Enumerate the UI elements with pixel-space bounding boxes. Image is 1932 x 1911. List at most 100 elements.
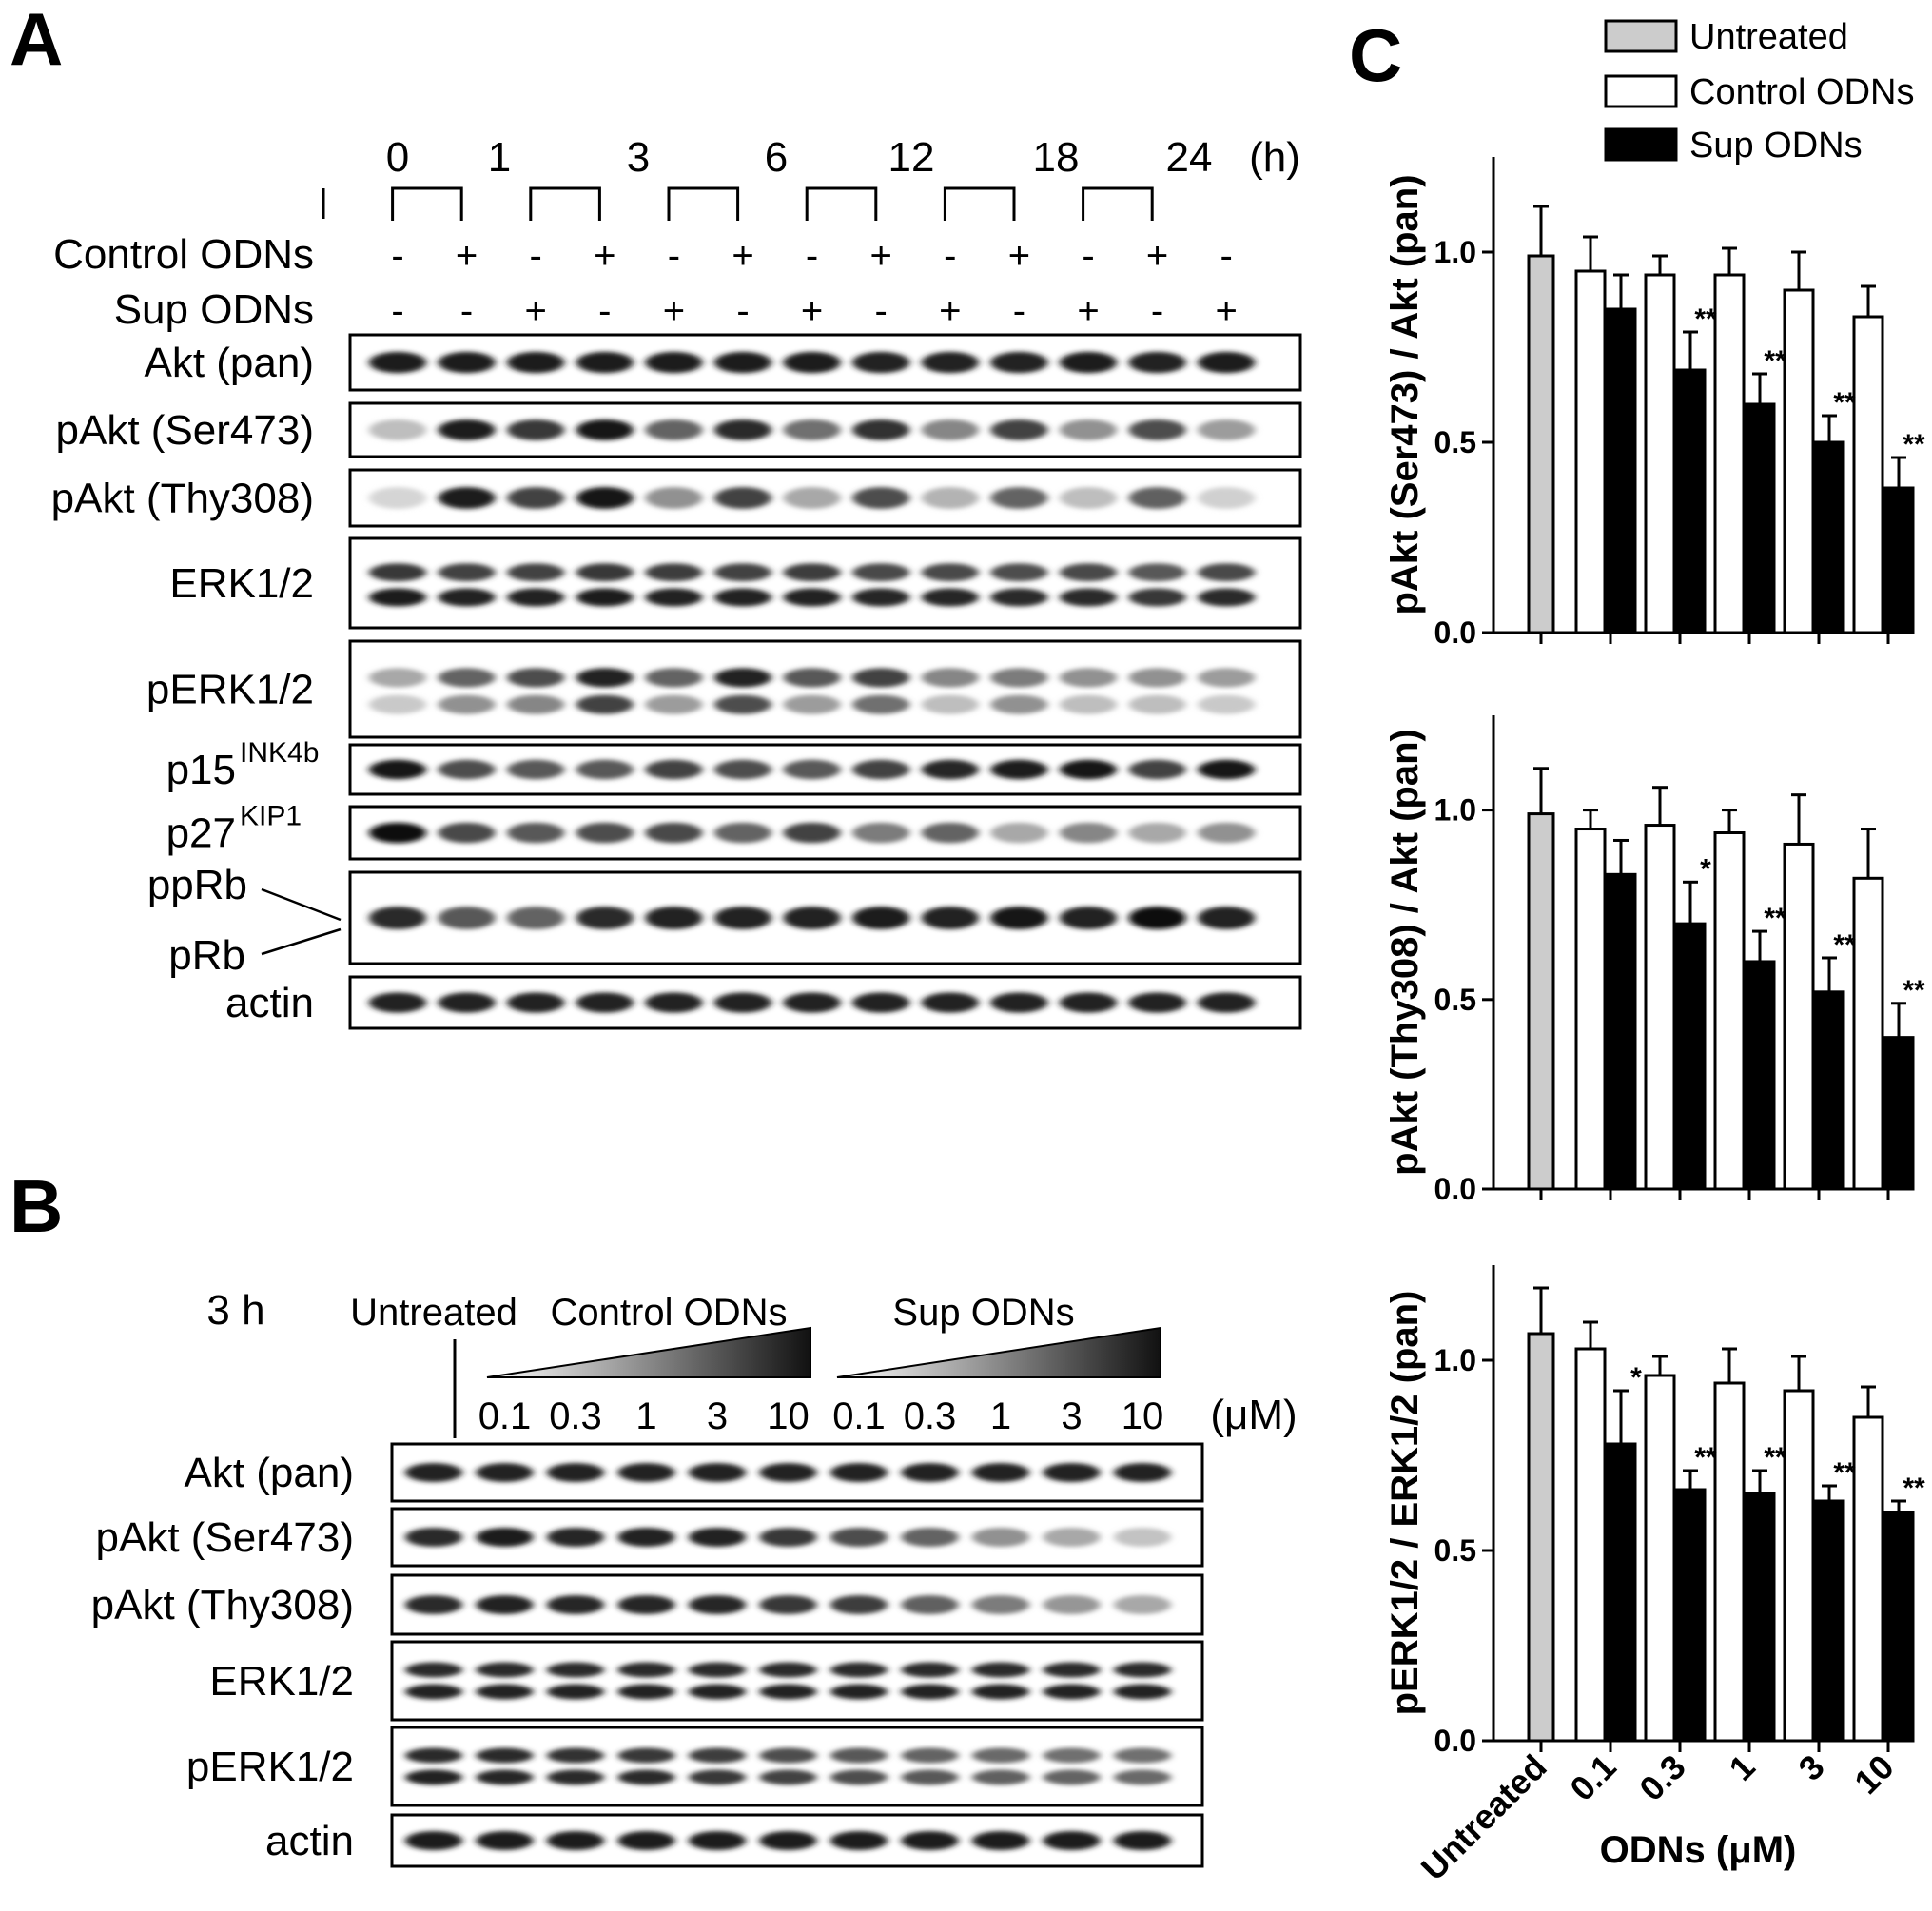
blot-band [990, 419, 1048, 440]
blot-band [972, 1684, 1029, 1700]
blot-band [990, 588, 1048, 607]
blot-band [476, 1528, 534, 1547]
blot-band [405, 1684, 462, 1700]
blot-band [476, 1684, 534, 1700]
blot-band [1043, 1747, 1101, 1764]
blot-band [783, 351, 841, 374]
treatment-sign: + [732, 235, 753, 277]
x-tick-label: 1 [1722, 1747, 1763, 1788]
blot-band [645, 588, 703, 607]
blot-band [405, 1528, 462, 1547]
blot-band [1128, 992, 1186, 1013]
blot-band [576, 563, 634, 582]
blot-band [438, 694, 496, 714]
blot-band [901, 1595, 959, 1614]
bar [1852, 315, 1884, 634]
blot-band [507, 822, 565, 844]
bar [1744, 960, 1776, 1191]
concentration-label: 3 [707, 1395, 728, 1437]
blot-band [921, 759, 979, 780]
blot-band [476, 1747, 534, 1764]
blot-frame [348, 639, 1302, 739]
legend-swatch [1604, 127, 1678, 162]
bar [1605, 307, 1637, 634]
blot-band [476, 1662, 534, 1678]
blot-band [1128, 759, 1186, 780]
blot-band [714, 419, 771, 440]
blot-band [921, 563, 979, 582]
time-label: 0 [386, 134, 409, 181]
treatment-sign: - [668, 235, 680, 277]
bar [1813, 990, 1845, 1191]
time-bracket [391, 186, 463, 221]
blot-band [990, 907, 1048, 929]
blot-band [405, 1831, 462, 1850]
legend-label: Sup ODNs [1689, 126, 1863, 166]
blot-band [783, 487, 841, 509]
blot-band [507, 668, 565, 688]
blot-band [576, 992, 634, 1013]
treatment-sign: + [663, 290, 685, 332]
y-tick-label: 0.0 [1434, 1724, 1476, 1758]
blot-band [689, 1595, 746, 1614]
blot-band [1043, 1463, 1101, 1482]
blot-band [921, 907, 979, 929]
blot-band [921, 351, 979, 374]
concentration-unit: (μM) [1210, 1392, 1297, 1438]
treatment-sign: - [1082, 235, 1094, 277]
concentration-label: 0.3 [904, 1395, 957, 1437]
blot-band [830, 1528, 888, 1547]
group-label-control: Control ODNs [551, 1292, 788, 1334]
blot-band [547, 1463, 604, 1482]
significance-mark: ** [1833, 1457, 1856, 1489]
blot-band [369, 822, 426, 844]
blot-band [438, 759, 496, 780]
time-label: 3 h [206, 1287, 264, 1334]
blot-band [990, 822, 1048, 844]
time-bracket [667, 186, 740, 221]
blot-band [645, 487, 703, 509]
blot-band [759, 1463, 817, 1482]
blot-label: ERK1/2 [169, 560, 314, 607]
blot-0 [390, 1442, 1204, 1503]
bar [1674, 922, 1707, 1191]
blot-label: pAkt (Ser473) [56, 407, 314, 454]
y-tick-label: 0.0 [1434, 1172, 1476, 1206]
bar [1674, 1488, 1707, 1743]
bar [1644, 824, 1676, 1191]
blot-band [617, 1769, 675, 1785]
blot-band [507, 487, 565, 509]
blot-5 [390, 1813, 1204, 1868]
bar [1783, 1389, 1815, 1743]
blot-band [476, 1463, 534, 1482]
blot-band [830, 1769, 888, 1785]
blot-band [830, 1595, 888, 1614]
time-bracket [943, 186, 1016, 221]
blot-band [990, 487, 1048, 509]
blot-band [1060, 694, 1117, 714]
blot-4 [390, 1726, 1204, 1807]
blot-band [1114, 1463, 1171, 1482]
legend-label: Untreated [1689, 17, 1848, 57]
concentration-label: 10 [767, 1395, 810, 1437]
x-tick-label: 10 [1846, 1747, 1901, 1802]
blot-band [972, 1747, 1029, 1764]
blot-2 [348, 468, 1302, 528]
blot-band [438, 419, 496, 440]
treatment-sign: - [806, 235, 818, 277]
bar [1852, 1415, 1884, 1743]
legend-label: Control ODNs [1689, 72, 1915, 112]
blot-band [1114, 1528, 1171, 1547]
bar [1674, 368, 1707, 634]
blot-band [689, 1528, 746, 1547]
blot-label: pAkt (Thy308) [91, 1582, 354, 1628]
blot-band [830, 1747, 888, 1764]
blot-band [617, 1831, 675, 1850]
time-bracket [1082, 186, 1154, 221]
blot-band [852, 822, 910, 844]
blot-label: pAkt (Ser473) [96, 1514, 354, 1561]
blot-band [852, 588, 910, 607]
bar [1713, 273, 1746, 634]
